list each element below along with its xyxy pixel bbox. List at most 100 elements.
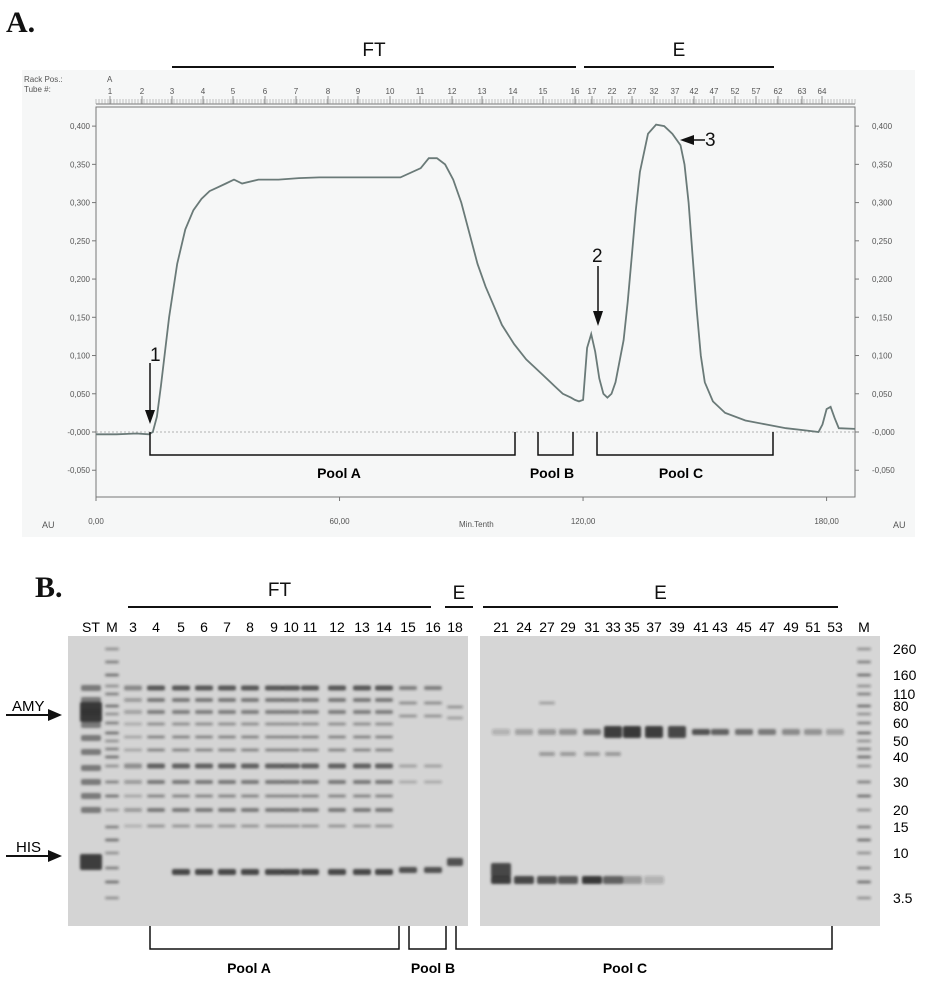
- gel-band: [857, 780, 871, 784]
- y-tick-labels-right: 0,400 0,350 0,300 0,250 0,200 0,150 0,100 0,050…: [855, 122, 895, 475]
- x-tick-label: 180,00: [814, 517, 839, 526]
- gel-band: [328, 794, 346, 798]
- gel-band: [195, 722, 213, 726]
- lane-label-right: 41: [693, 619, 709, 635]
- gel-band: [375, 685, 393, 691]
- x-tick-label: 60,00: [330, 517, 351, 526]
- gel-band: [558, 876, 578, 884]
- gel-band: [265, 698, 283, 702]
- gel-band: [105, 684, 119, 688]
- gel-band: [857, 851, 871, 855]
- marker-label: 15: [893, 819, 909, 835]
- gel-band: [857, 880, 871, 884]
- gel-band: [172, 735, 190, 739]
- gel-band: [105, 747, 119, 751]
- tube-tick-label: 6: [263, 87, 268, 96]
- gel-band: [105, 808, 119, 812]
- gel-band: [857, 808, 871, 812]
- gel-band: [81, 765, 101, 771]
- gel-band: [353, 698, 371, 702]
- lane-label-left: 14: [376, 619, 392, 635]
- gel-band: [124, 685, 142, 691]
- gel-band: [375, 748, 393, 752]
- gel-band: [147, 698, 165, 702]
- gel-band: [172, 824, 190, 828]
- gel-band: [582, 876, 602, 884]
- gel-band: [147, 710, 165, 714]
- x-tick-label: 120,00: [571, 517, 596, 526]
- gel-band: [399, 780, 417, 784]
- gel-band: [147, 780, 165, 784]
- gel-band: [857, 721, 871, 725]
- lane-label-left: 4: [152, 619, 160, 635]
- marker-label: 50: [893, 733, 909, 749]
- gel-band: [218, 808, 236, 812]
- e-bracket-line: [584, 66, 774, 68]
- gel-band: [218, 722, 236, 726]
- y-tick-label-left: 0,100: [70, 352, 91, 361]
- gel-band: [265, 763, 283, 769]
- lane-label-right: 35: [624, 619, 640, 635]
- gel-band: [424, 780, 442, 784]
- gel-band: [857, 704, 871, 708]
- gel-band: [172, 722, 190, 726]
- gel-band: [105, 851, 119, 855]
- gel-band: [105, 825, 119, 829]
- x-tick-labels: 0,00 60,00 120,00 180,00: [88, 497, 839, 526]
- gel-band: [195, 824, 213, 828]
- gel-band: [147, 763, 165, 769]
- gel-band: [282, 824, 300, 828]
- tube-tick-label: 32: [650, 87, 659, 96]
- pool-c-bracket-a: [596, 432, 774, 456]
- gel-band: [172, 748, 190, 752]
- gel-band: [804, 729, 822, 735]
- gel-band: [328, 763, 346, 769]
- y-tick-label-right: 0,150: [872, 313, 893, 322]
- gel-band: [105, 660, 119, 664]
- tube-tick-label: 8: [326, 87, 331, 96]
- pool-a-bracket-a: [149, 432, 516, 456]
- gel-band: [105, 721, 119, 725]
- gel-band: [81, 749, 101, 755]
- y-axis-label-left: AU: [42, 520, 55, 530]
- tube-tick-label: 3: [170, 87, 175, 96]
- gel-band: [301, 698, 319, 702]
- gel-band: [241, 710, 259, 714]
- lane-label-left: 16: [425, 619, 441, 635]
- gel-band: [241, 869, 259, 875]
- e-header-b-left: E: [452, 583, 466, 604]
- gel-band: [282, 794, 300, 798]
- y-tick-label-left: 0,400: [70, 122, 91, 131]
- gel-band: [265, 824, 283, 828]
- gel-band: [857, 692, 871, 696]
- gel-band: [375, 722, 393, 726]
- pool-c-label-a: Pool C: [659, 465, 703, 481]
- lane-label-right: 51: [805, 619, 821, 635]
- gel-band: [218, 824, 236, 828]
- y-tick-label-right: 0,100: [872, 352, 893, 361]
- gel-band: [147, 808, 165, 812]
- gel-band: [172, 780, 190, 784]
- gel-band: [218, 710, 236, 714]
- gel-band: [424, 867, 442, 873]
- y-tick-label-right: 0,200: [872, 275, 893, 284]
- gel-band: [424, 686, 442, 690]
- lane-label-right: M: [858, 619, 870, 635]
- lane-label-left: 13: [354, 619, 370, 635]
- tube-tick-label: 52: [731, 87, 740, 96]
- gel-band: [265, 722, 283, 726]
- gel-band: [644, 876, 664, 884]
- gel-band: [124, 763, 142, 769]
- gel-band: [328, 722, 346, 726]
- y-tick-labels-left: 0,400 0,350 0,300 0,250 0,200 0,150 0,100 0,050…: [67, 122, 96, 475]
- marker-label: 20: [893, 802, 909, 818]
- y-tick-label-right: -0,000: [872, 428, 895, 437]
- gel-band: [81, 735, 101, 741]
- gel-band: [375, 824, 393, 828]
- gel-band: [857, 838, 871, 842]
- tube-tick-label: 15: [539, 87, 548, 96]
- gel-band: [857, 896, 871, 900]
- tube-tick-label: 5: [231, 87, 236, 96]
- gel-band: [282, 808, 300, 812]
- tube-tick-label: 14: [509, 87, 518, 96]
